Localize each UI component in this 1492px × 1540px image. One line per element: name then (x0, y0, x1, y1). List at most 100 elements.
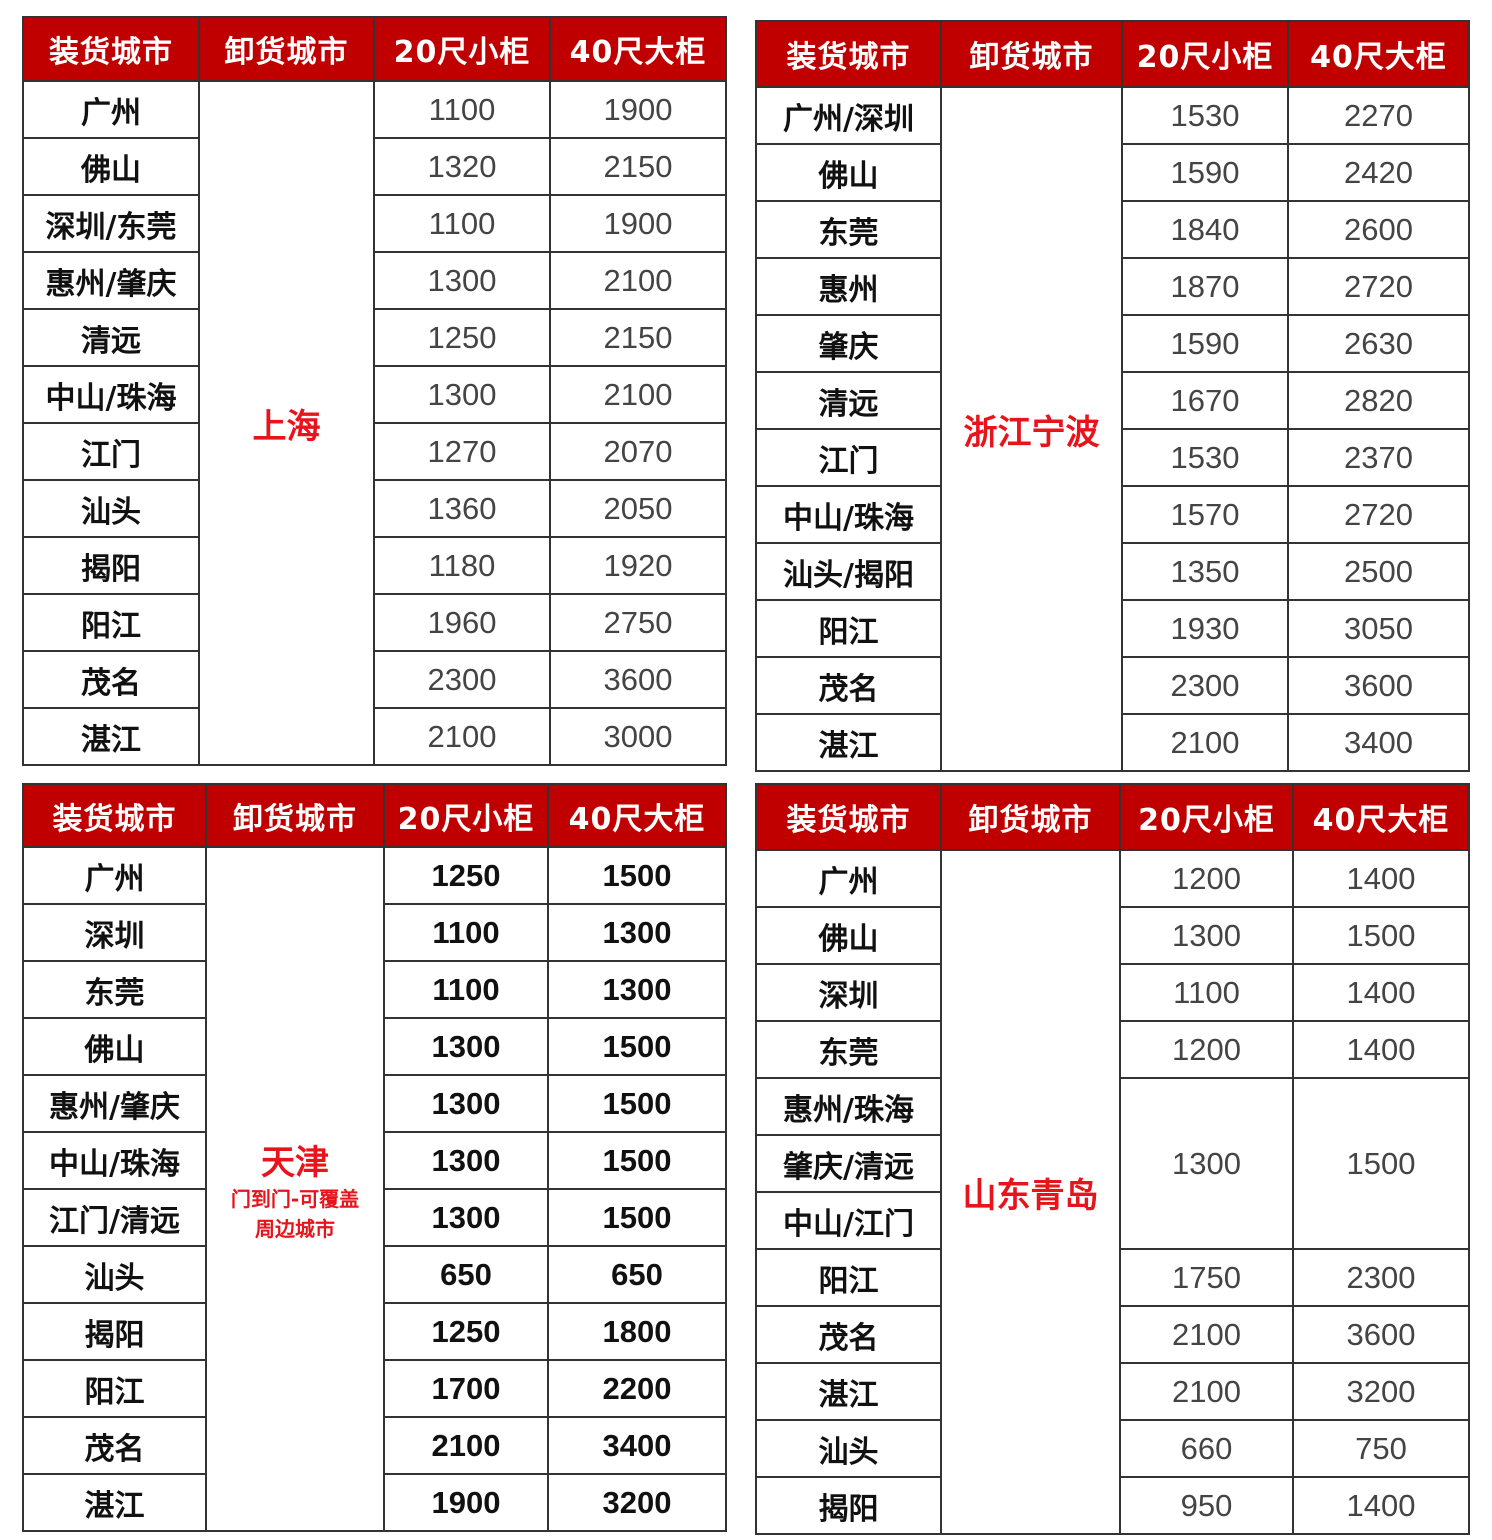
price-20ft: 1180 (373, 536, 551, 595)
origin-city: 江门/清远 (22, 1188, 207, 1247)
price-20ft: 1250 (383, 1302, 549, 1361)
price-40ft: 1500 (547, 1131, 727, 1190)
price-20ft: 1360 (373, 479, 551, 538)
origin-city: 深圳/东莞 (22, 194, 200, 253)
price-40ft: 2050 (549, 479, 727, 538)
price-20ft: 1100 (373, 194, 551, 253)
price-40ft: 1300 (547, 960, 727, 1019)
origin-city: 广州 (22, 80, 200, 139)
price-20ft: 1300 (383, 1188, 549, 1247)
table-row: 深圳/东莞 1100 1900 (22, 194, 727, 253)
price-20ft: 2100 (383, 1416, 549, 1475)
destination-name: 天津 (261, 1142, 329, 1183)
origin-city: 中山/江门 (755, 1191, 942, 1250)
price-20ft: 2300 (1121, 656, 1289, 715)
price-40ft: 1400 (1292, 849, 1470, 908)
table-row: 湛江 2100 3400 (755, 713, 1470, 772)
price-40ft: 750 (1292, 1419, 1470, 1478)
origin-city: 东莞 (22, 960, 207, 1019)
column-header: 20尺小柜 (373, 16, 551, 82)
price-40ft: 3600 (1292, 1305, 1470, 1364)
column-header: 卸货城市 (205, 783, 385, 848)
table-row: 佛山 1320 2150 (22, 137, 727, 196)
price-40ft: 1400 (1292, 963, 1470, 1022)
price-40ft: 2100 (549, 251, 727, 310)
price-20ft: 1200 (1119, 849, 1294, 908)
table-row: 东莞 1200 1400 (755, 1020, 1470, 1079)
price-20ft: 1350 (1121, 542, 1289, 601)
price-20ft: 2100 (1119, 1362, 1294, 1421)
origin-city: 深圳 (22, 903, 207, 962)
price-20ft: 1100 (383, 960, 549, 1019)
price-40ft: 2750 (549, 593, 727, 652)
table-row: 茂名 2100 3600 (755, 1305, 1470, 1364)
table-row: 揭阳 1180 1920 (22, 536, 727, 595)
origin-city: 中山/珠海 (22, 365, 200, 424)
origin-city: 汕头 (22, 479, 200, 538)
column-header: 40尺大柜 (549, 16, 727, 82)
price-20ft: 1100 (383, 903, 549, 962)
origin-city: 汕头 (755, 1419, 942, 1478)
origin-city: 湛江 (755, 1362, 942, 1421)
origin-city: 中山/珠海 (755, 485, 942, 544)
destination-name: 上海 (252, 406, 321, 447)
table-row: 阳江 1960 2750 (22, 593, 727, 652)
origin-city: 阳江 (755, 599, 942, 658)
price-40ft: 1900 (549, 194, 727, 253)
column-header: 20尺小柜 (1119, 783, 1294, 851)
price-40ft: 3050 (1287, 599, 1470, 658)
price-40ft: 1900 (549, 80, 727, 139)
table-row: 阳江 1700 2200 (22, 1359, 727, 1418)
column-header: 20尺小柜 (1121, 20, 1289, 88)
destination-note: 周边城市 (255, 1216, 335, 1241)
price-20ft: 1300 (373, 365, 551, 424)
table-row: 佛山 1300 1500 (22, 1017, 727, 1076)
destination-city: 山东青岛 (940, 849, 1121, 1535)
column-header: 装货城市 (22, 16, 200, 82)
column-header: 装货城市 (755, 783, 942, 851)
price-40ft: 1500 (547, 1188, 727, 1247)
price-40ft: 1400 (1292, 1476, 1470, 1535)
destination-name: 浙江宁波 (963, 412, 1100, 453)
table-row: 佛山 1300 1500 (755, 906, 1470, 965)
price-20ft: 1300 (373, 251, 551, 310)
origin-city: 佛山 (22, 137, 200, 196)
origin-city: 茂名 (755, 656, 942, 715)
table-row: 东莞 1100 1300 (22, 960, 727, 1019)
price-20ft: 1570 (1121, 485, 1289, 544)
price-20ft: 650 (383, 1245, 549, 1304)
price-20ft: 1590 (1121, 143, 1289, 202)
price-20ft: 1300 (1119, 906, 1294, 965)
price-40ft: 3600 (1287, 656, 1470, 715)
price-20ft: 1670 (1121, 371, 1289, 430)
price-20ft: 1590 (1121, 314, 1289, 373)
origin-city: 阳江 (755, 1248, 942, 1307)
destination-city: 天津 门到门-可覆盖 周边城市 (205, 846, 385, 1532)
origin-city: 东莞 (755, 1020, 942, 1079)
header-row: 装货城市 卸货城市 20尺小柜 40尺大柜 (755, 783, 1470, 851)
origin-city: 阳江 (22, 1359, 207, 1418)
table-row: 茂名 2300 3600 (22, 650, 727, 709)
price-20ft: 1300 (1119, 1077, 1294, 1250)
table-row: 中山/珠海 1300 2100 (22, 365, 727, 424)
price-40ft: 2200 (547, 1359, 727, 1418)
table-row: 揭阳 1250 1800 (22, 1302, 727, 1361)
table-row: 广州 山东青岛 1200 1400 (755, 849, 1470, 1535)
origin-city: 揭阳 (755, 1476, 942, 1535)
origin-city: 广州 (755, 849, 942, 908)
table-row: 汕头 1360 2050 (22, 479, 727, 538)
price-40ft: 650 (547, 1245, 727, 1304)
origin-city: 清远 (22, 308, 200, 367)
price-20ft: 1530 (1121, 428, 1289, 487)
table-row: 广州/深圳 浙江宁波 1530 2270 (755, 86, 1470, 772)
table-row: 肇庆/清远 (755, 1134, 1469, 1193)
price-20ft: 1960 (373, 593, 551, 652)
origin-city: 湛江 (22, 1473, 207, 1532)
column-header: 装货城市 (755, 20, 942, 88)
table-row: 中山/珠海 1570 2720 (755, 485, 1470, 544)
table-row: 湛江 2100 3200 (755, 1362, 1470, 1421)
price-40ft: 3000 (549, 707, 727, 766)
rate-table-2: 装货城市 卸货城市 20尺小柜 40尺大柜 广州 天津 门到门-可覆盖 周边城市 1250 150… (22, 783, 727, 1532)
price-20ft: 1300 (383, 1074, 549, 1133)
table-row: 深圳 1100 1300 (22, 903, 727, 962)
